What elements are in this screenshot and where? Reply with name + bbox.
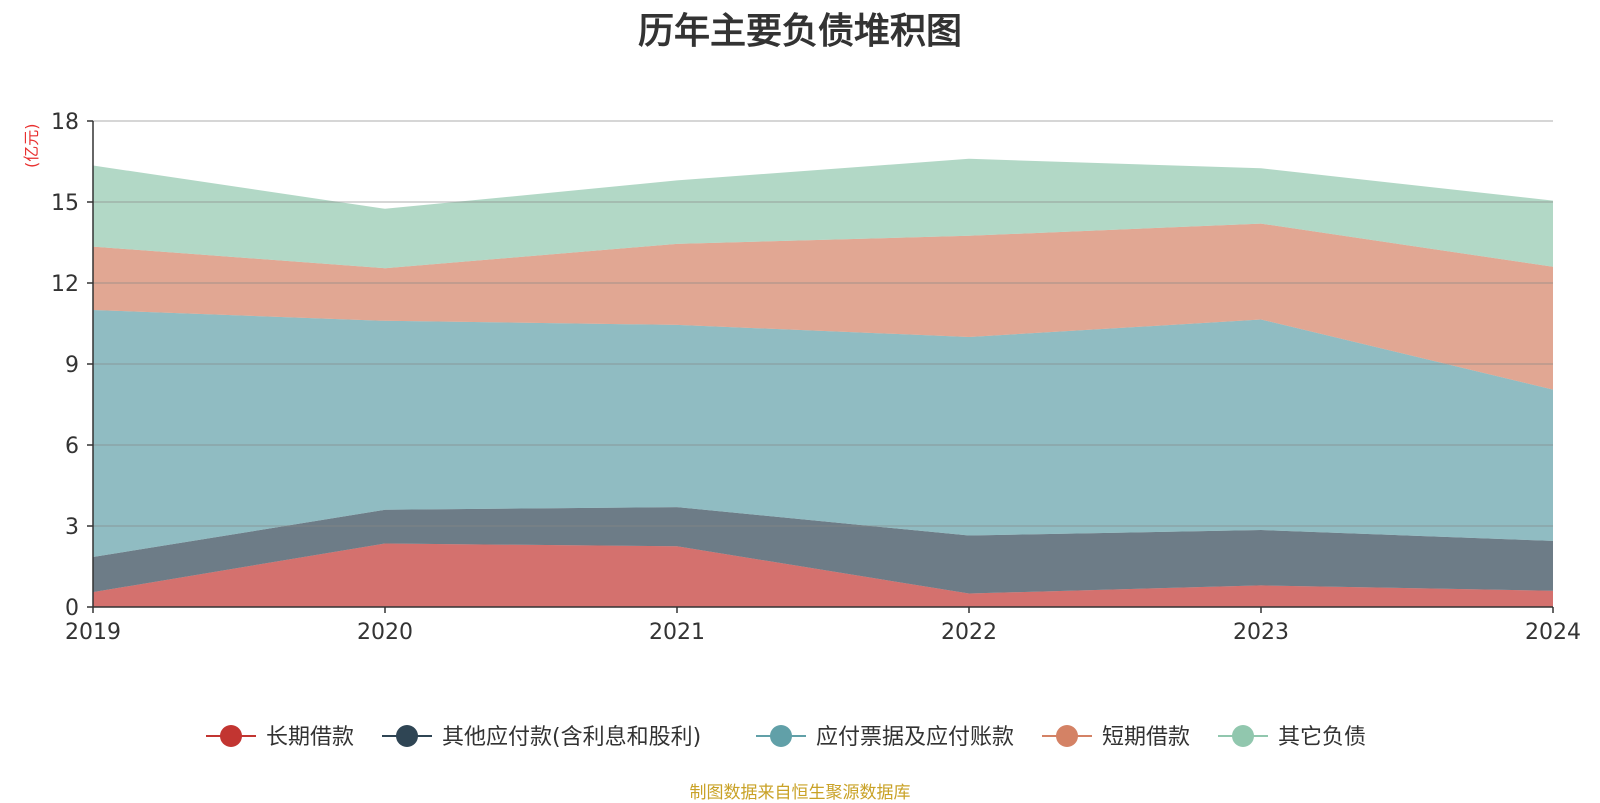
area-series [93, 158, 1553, 607]
legend: 长期借款 其他应付款(含利息和股利) 应付票据及应付账款 短期借款 其它负债 [206, 725, 1366, 750]
legend-marker [220, 725, 242, 747]
source-note: 制图数据来自恒生聚源数据库 [689, 783, 911, 803]
legend-marker [396, 725, 418, 747]
legend-label: 其他应付款(含利息和股利) [442, 725, 701, 750]
y-tick-label: 12 [51, 272, 79, 297]
y-tick-label: 15 [51, 191, 79, 216]
y-tick-label: 9 [65, 353, 79, 378]
legend-item: 其它负债 [1218, 725, 1366, 750]
legend-item: 其他应付款(含利息和股利) [382, 725, 701, 750]
legend-label: 短期借款 [1102, 725, 1190, 750]
y-tick-label: 0 [65, 596, 79, 621]
legend-item: 短期借款 [1042, 725, 1190, 750]
x-tick-label: 2020 [357, 620, 413, 645]
legend-label: 其它负债 [1278, 725, 1366, 750]
area-series-3 [93, 310, 1553, 557]
x-tick-label: 2019 [65, 620, 121, 645]
area-series-2 [93, 507, 1553, 594]
y-tick-label: 6 [65, 434, 79, 459]
chart-title: 历年主要负债堆积图 [637, 11, 962, 52]
area-series-1 [93, 543, 1553, 607]
y-tick-label: 18 [51, 110, 79, 135]
x-tick-label: 2023 [1233, 620, 1289, 645]
legend-item: 长期借款 [206, 725, 354, 750]
axes: 0 3 6 9 12 15 18 2019 2020 2021 2022 2023 2024 [51, 110, 1581, 645]
x-tick-label: 2024 [1525, 620, 1581, 645]
legend-marker [1232, 725, 1254, 747]
legend-label: 长期借款 [266, 725, 354, 750]
legend-item: 应付票据及应付账款 [756, 725, 1014, 750]
area-series-5 [93, 158, 1553, 269]
legend-marker [770, 725, 792, 747]
area-series-4 [93, 223, 1553, 390]
x-tick-label: 2022 [941, 620, 997, 645]
y-tick-label: 3 [65, 515, 79, 540]
legend-label: 应付票据及应付账款 [816, 725, 1014, 750]
legend-marker [1056, 725, 1078, 747]
x-tick-label: 2021 [649, 620, 705, 645]
